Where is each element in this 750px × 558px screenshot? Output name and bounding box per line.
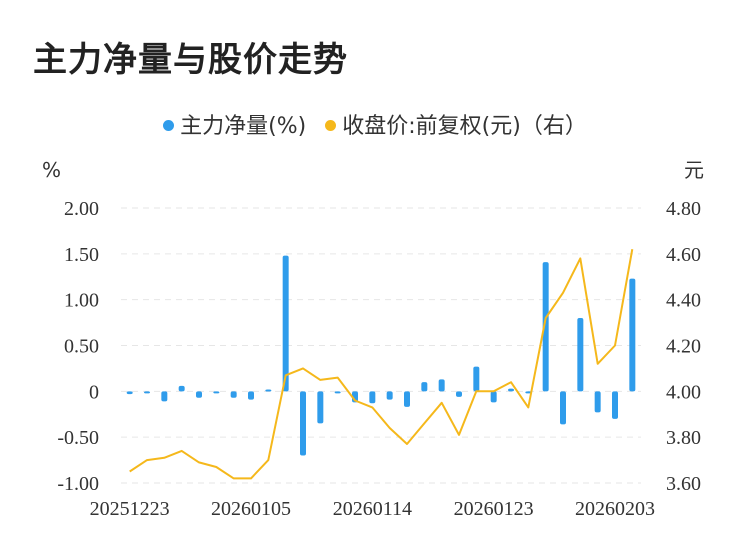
net-volume-bar xyxy=(161,391,168,402)
y-left-unit: % xyxy=(42,158,61,182)
net-volume-bar xyxy=(542,262,549,392)
net-volume-bar xyxy=(126,391,133,395)
net-volume-bar xyxy=(629,278,636,392)
net-volume-bar xyxy=(282,255,289,392)
chart-legend: 主力净量(%) 收盘价:前复权(元)（右） xyxy=(0,108,750,140)
net-volume-bar xyxy=(334,391,341,394)
y-left-tick-label: 2.00 xyxy=(64,198,99,220)
net-volume-bar xyxy=(230,391,237,398)
y-left-tick-label: 0 xyxy=(89,381,99,403)
net-volume-bar xyxy=(577,318,584,392)
net-volume-bar xyxy=(490,391,497,403)
y-right-tick-label: 3.60 xyxy=(666,473,701,495)
net-volume-bar xyxy=(213,391,220,394)
y-left-tick-label: -1.00 xyxy=(57,473,99,495)
y-right-tick-label: 4.20 xyxy=(666,336,701,358)
y-left-tick-label: 0.50 xyxy=(64,336,99,358)
net-volume-bar xyxy=(300,391,306,456)
x-tick-label: 20251223 xyxy=(90,498,170,520)
net-volume-bar xyxy=(508,388,514,392)
x-tick-label: 20260105 xyxy=(211,498,291,520)
y-right-tick-label: 4.00 xyxy=(666,381,701,403)
chart-title: 主力净量与股价走势 xyxy=(33,40,348,80)
y-right-tick-label: 4.60 xyxy=(666,244,701,266)
y-right-tick-label: 4.80 xyxy=(666,198,701,220)
net-volume-bar xyxy=(386,391,393,400)
legend-label-net-volume: 主力净量(%) xyxy=(180,114,307,139)
y-left-tick-label: 1.50 xyxy=(64,244,99,266)
y-right-tick-label: 3.80 xyxy=(666,427,701,449)
y-right-unit: 元 xyxy=(684,158,704,182)
net-volume-bar xyxy=(560,391,566,425)
net-volume-bar xyxy=(178,385,185,392)
net-volume-bar xyxy=(404,391,410,407)
net-volume-bar xyxy=(421,382,428,392)
legend-item-net-volume[interactable]: 主力净量(%) xyxy=(163,108,306,140)
x-tick-label: 20260203 xyxy=(575,498,655,520)
net-volume-bar xyxy=(456,391,462,397)
legend-marker-net-volume xyxy=(163,119,175,131)
legend-marker-close-price xyxy=(325,119,337,131)
x-tick-label: 20260123 xyxy=(454,498,534,520)
net-volume-bar xyxy=(196,391,202,398)
y-right-tick-label: 4.40 xyxy=(666,290,701,312)
net-volume-bar xyxy=(473,366,480,392)
legend-label-close-price: 收盘价:前复权(元)（右） xyxy=(342,114,587,139)
net-volume-bar xyxy=(594,391,601,413)
net-volume-bar xyxy=(265,389,272,392)
x-tick-label: 20260114 xyxy=(333,498,412,520)
y-left-tick-label: 1.00 xyxy=(64,290,99,312)
close-price-line xyxy=(129,249,634,480)
net-volume-bar xyxy=(369,391,376,404)
legend-item-close-price[interactable]: 收盘价:前复权(元)（右） xyxy=(325,108,587,140)
net-volume-bar xyxy=(525,391,532,394)
net-volume-bar xyxy=(317,391,324,424)
net-volume-bar xyxy=(248,391,254,400)
net-volume-bar xyxy=(144,391,150,394)
net-volume-bar xyxy=(612,391,618,419)
net-volume-bar xyxy=(438,379,445,392)
y-left-tick-label: -0.50 xyxy=(57,427,99,449)
